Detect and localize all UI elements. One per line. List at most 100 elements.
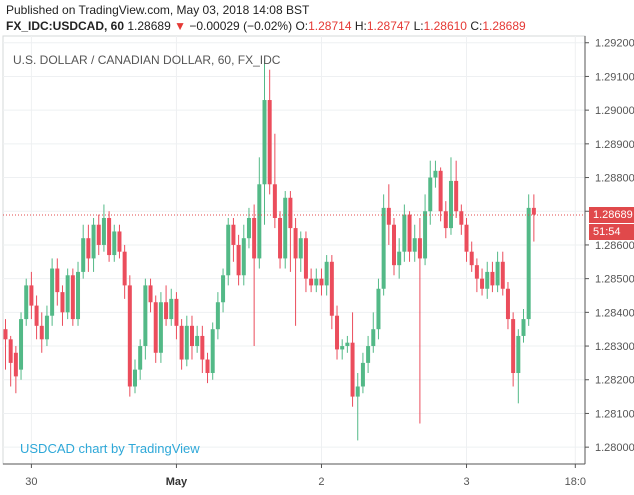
candle [169,288,174,326]
candle [350,312,355,407]
down-arrow-icon: ▼ [174,19,186,33]
candle-body [272,184,277,218]
x-tick-label: 3 [463,476,469,488]
candle-body [490,271,495,286]
candle-body [221,275,226,303]
candle-body [241,238,246,276]
last-price: 1.28689 [127,19,171,33]
price-label: 1.28689 [589,206,634,223]
candle [329,255,334,330]
tradingview-watermark[interactable]: USDCAD chart by TradingView [20,441,200,456]
candle [469,241,474,272]
candle [60,285,65,326]
candle [189,315,194,360]
y-axis: 1.28000 1.28100 1.28200 1.28300 1.28400 1.285… [585,38,634,454]
candle-body [505,288,510,320]
candle [309,268,314,293]
candle [314,268,319,293]
candle-body [324,261,329,286]
candle-body [350,342,355,397]
candle [29,271,34,320]
y-tick-label: 1.28000 [595,442,634,454]
candle-body [283,197,288,259]
candle-body [122,251,127,286]
y-tick-label: 1.29000 [595,105,634,117]
candle [112,224,117,262]
candle-body [231,224,236,245]
y-tick-label: 1.28900 [595,139,634,151]
candle [474,258,479,293]
chart-header: Published on TradingView.com, May 03, 20… [0,0,634,36]
y-tick-label: 1.28300 [595,341,634,353]
candle-body [278,217,283,259]
candle-body [423,211,428,259]
candle [303,231,308,293]
close-value: 1.28689 [482,19,526,33]
candle [215,292,220,340]
candle-body [205,359,210,374]
candle [205,352,210,384]
candle [324,255,329,296]
candle-body [448,180,453,229]
candle-body [164,302,169,320]
symbol-label: FX_IDC:USDCAD, 60 [6,19,125,33]
candle [531,194,536,242]
low-value: 1.28610 [423,19,467,33]
candle [138,339,143,380]
candle-body [8,339,13,363]
candle [221,268,226,313]
candle-body [360,362,365,387]
candle-body [24,285,29,320]
candle-body [179,325,184,360]
x-tick-label: 30 [25,476,37,488]
candle [319,268,324,296]
candle-body [329,261,334,316]
x-tick-label: May [166,476,188,488]
published-line: Published on TradingView.com, May 03, 20… [6,3,310,17]
candle-body [392,224,396,266]
candle [200,325,205,374]
candle [335,305,340,360]
candle [44,305,49,347]
candle-body [96,224,101,245]
candle [433,160,438,188]
candle-body [81,238,86,272]
chart-title: U.S. DOLLAR / CANADIAN DOLLAR, 60, FX_ID… [13,53,281,67]
x-tick-label: 18:0 [565,476,586,488]
candle [278,211,283,269]
candle [252,204,257,347]
candle [133,359,137,394]
candle [101,204,106,252]
candle [355,373,360,441]
candle-body [169,298,174,320]
candle [526,194,531,326]
candle [443,201,448,239]
candle [272,133,277,229]
candle-body [407,214,412,252]
candle [246,207,251,249]
candle [179,319,184,370]
candle [283,191,288,269]
candle-body [143,285,148,347]
y-tick-label: 1.29100 [595,71,634,83]
candle-body [19,319,24,370]
candle-body [65,275,70,313]
candle [417,217,422,424]
candle-body [252,217,257,259]
candle-body [39,325,44,340]
candle-body [500,261,505,289]
candle [288,191,293,272]
candle-body [376,288,381,330]
candle-body [480,278,485,289]
candle [521,308,526,343]
candle-body [174,298,179,326]
candle [241,224,246,286]
candle [402,204,407,262]
candle-body [464,224,469,252]
candle-body [107,217,112,256]
candle-body [101,217,106,245]
candle-body [531,207,536,215]
y-tick-label: 1.28200 [595,375,634,387]
candle-body [44,315,49,340]
